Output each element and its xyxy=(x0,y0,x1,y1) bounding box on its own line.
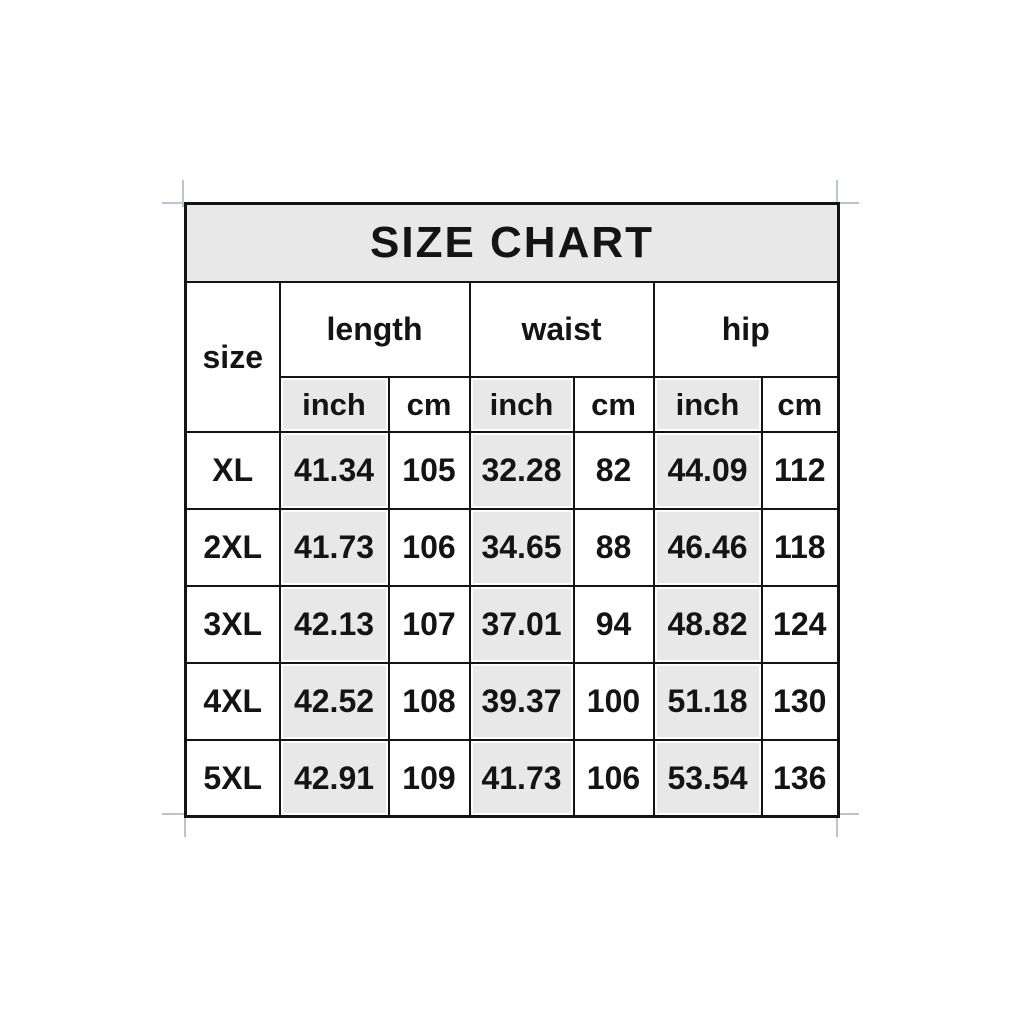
value-cell: 41.73 xyxy=(468,738,575,818)
value-cell: 39.37 xyxy=(468,661,575,741)
value-cell: 32.28 xyxy=(468,430,575,510)
value-cell: 82 xyxy=(572,430,655,510)
corner-gridline-mark xyxy=(184,810,186,837)
table-row: XL 41.34 105 32.28 82 44.09 112 xyxy=(184,430,840,510)
corner-gridline-mark xyxy=(162,813,189,815)
table-row: 2XL 41.73 106 34.65 88 46.46 118 xyxy=(184,507,840,587)
table-row: 4XL 42.52 108 39.37 100 51.18 130 xyxy=(184,661,840,741)
value-cell: 42.91 xyxy=(278,738,390,818)
value-cell: 124 xyxy=(760,584,840,664)
value-cell: 41.73 xyxy=(278,507,390,587)
column-group-hip: hip xyxy=(652,280,840,378)
unit-header-length-inch: inch xyxy=(278,375,390,433)
value-cell: 136 xyxy=(760,738,840,818)
value-cell: 51.18 xyxy=(652,661,763,741)
value-cell: 46.46 xyxy=(652,507,763,587)
value-cell: 41.34 xyxy=(278,430,390,510)
value-cell: 44.09 xyxy=(652,430,763,510)
corner-gridline-mark xyxy=(832,813,859,815)
table-row: 3XL 42.13 107 37.01 94 48.82 124 xyxy=(184,584,840,664)
value-cell: 53.54 xyxy=(652,738,763,818)
corner-gridline-mark xyxy=(182,180,184,207)
corner-gridline-mark xyxy=(162,202,189,204)
corner-gridline-mark xyxy=(836,810,838,837)
value-cell: 118 xyxy=(760,507,840,587)
column-header-size: size xyxy=(184,280,281,433)
value-cell: 37.01 xyxy=(468,584,575,664)
size-cell: XL xyxy=(184,430,281,510)
corner-gridline-mark xyxy=(836,180,838,207)
size-chart-figure: SIZE CHART size length waist hip inch cm… xyxy=(162,180,859,837)
corner-gridline-mark xyxy=(832,202,859,204)
size-chart-table: SIZE CHART size length waist hip inch cm… xyxy=(184,202,840,818)
unit-header-waist-inch: inch xyxy=(468,375,575,433)
value-cell: 108 xyxy=(387,661,471,741)
unit-header-hip-inch: inch xyxy=(652,375,763,433)
value-cell: 107 xyxy=(387,584,471,664)
table-row: 5XL 42.91 109 41.73 106 53.54 136 xyxy=(184,738,840,818)
unit-header-waist-cm: cm xyxy=(572,375,655,433)
value-cell: 130 xyxy=(760,661,840,741)
size-cell: 4XL xyxy=(184,661,281,741)
unit-header-length-cm: cm xyxy=(387,375,471,433)
value-cell: 106 xyxy=(387,507,471,587)
unit-header-hip-cm: cm xyxy=(760,375,840,433)
value-cell: 109 xyxy=(387,738,471,818)
size-chart-title: SIZE CHART xyxy=(184,202,840,283)
value-cell: 88 xyxy=(572,507,655,587)
value-cell: 34.65 xyxy=(468,507,575,587)
size-cell: 3XL xyxy=(184,584,281,664)
value-cell: 100 xyxy=(572,661,655,741)
value-cell: 42.52 xyxy=(278,661,390,741)
value-cell: 106 xyxy=(572,738,655,818)
size-cell: 5XL xyxy=(184,738,281,818)
size-cell: 2XL xyxy=(184,507,281,587)
value-cell: 42.13 xyxy=(278,584,390,664)
value-cell: 48.82 xyxy=(652,584,763,664)
column-group-length: length xyxy=(278,280,471,378)
column-group-waist: waist xyxy=(468,280,655,378)
value-cell: 105 xyxy=(387,430,471,510)
value-cell: 94 xyxy=(572,584,655,664)
value-cell: 112 xyxy=(760,430,840,510)
